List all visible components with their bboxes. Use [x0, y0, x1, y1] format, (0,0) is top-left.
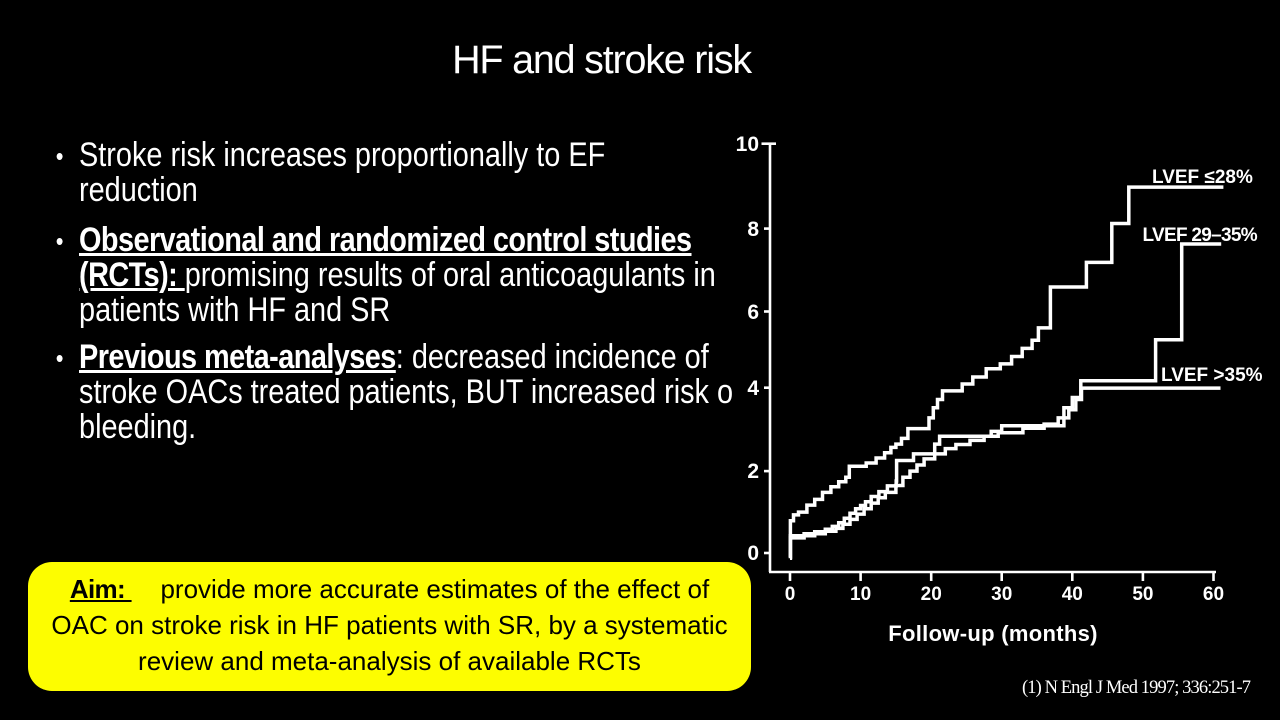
svg-text:4: 4	[747, 377, 759, 400]
svg-text:20: 20	[921, 584, 942, 605]
svg-text:50: 50	[1132, 584, 1153, 605]
svg-text:10: 10	[736, 133, 759, 156]
svg-text:6: 6	[747, 301, 759, 324]
svg-text:LVEF 29–35%: LVEF 29–35%	[1143, 225, 1258, 246]
svg-text:10: 10	[850, 584, 871, 605]
svg-text:60: 60	[1203, 584, 1224, 605]
svg-text:0: 0	[747, 542, 759, 565]
svg-text:40: 40	[1062, 584, 1083, 605]
svg-text:LVEF >35%: LVEF >35%	[1161, 365, 1263, 386]
svg-text:LVEF ≤28%: LVEF ≤28%	[1152, 167, 1253, 188]
svg-text:30: 30	[991, 584, 1012, 605]
svg-text:8: 8	[747, 218, 759, 241]
svg-text:Follow-up (months): Follow-up (months)	[888, 621, 1097, 646]
svg-text:0: 0	[785, 584, 796, 605]
svg-text:2: 2	[747, 460, 759, 483]
